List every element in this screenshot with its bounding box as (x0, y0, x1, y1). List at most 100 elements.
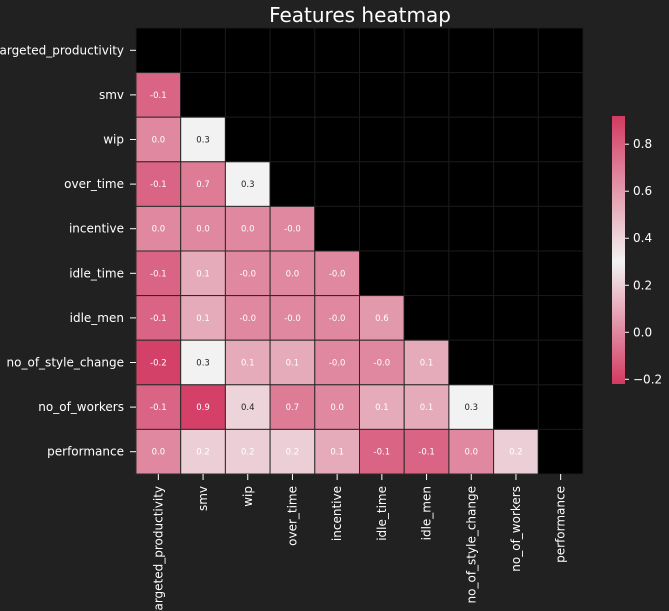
cell-value-label: 0.0 (286, 269, 300, 279)
cell-value-label: 0.0 (241, 225, 255, 235)
cell-value-label: 0.3 (196, 136, 210, 146)
cell-value-label: 0.3 (241, 180, 255, 190)
heatmap-cell (314, 295, 360, 341)
masked-cell (224, 116, 271, 163)
masked-cell (359, 161, 405, 207)
colorbar-tick-label: −0.2 (633, 372, 662, 386)
masked-cell (537, 205, 584, 252)
heatmap-cell (224, 161, 271, 207)
heatmap-cell (180, 250, 226, 297)
masked-cell (493, 161, 539, 207)
heatmap-cell (224, 384, 271, 430)
cell-value-label: 0.2 (286, 448, 300, 458)
cell-value-label: 0.0 (152, 225, 166, 235)
masked-cell (359, 205, 405, 252)
masked-cell (180, 72, 226, 118)
heatmap-cell (135, 428, 182, 475)
cell-value-label: -0.1 (418, 448, 435, 458)
colorbar-tick-label: 0.2 (633, 278, 652, 292)
cell-value-label: -0.1 (150, 180, 167, 190)
heatmap-cell (135, 72, 182, 118)
heatmap-cell (269, 205, 316, 252)
y-tick-label: smv (99, 88, 124, 102)
masked-cell (493, 27, 539, 74)
x-tick-label: incentive (330, 486, 344, 541)
heatmap-cell (359, 339, 405, 386)
masked-cell (537, 27, 584, 74)
y-tick-label: targeted_productivity (0, 43, 124, 57)
heatmap-cell (224, 428, 271, 475)
masked-cell (314, 116, 360, 163)
cell-value-label: -0.0 (374, 359, 391, 369)
cell-value-label: -0.2 (150, 359, 167, 369)
heatmap-cell (269, 428, 316, 475)
x-tick-label: no_of_workers (509, 486, 523, 572)
y-tick-label: idle_men (70, 311, 124, 325)
y-tick-label: idle_time (69, 266, 124, 280)
masked-cell (493, 384, 539, 430)
y-tick-label: incentive (69, 222, 124, 236)
heatmap-cell (180, 295, 226, 341)
cell-value-label: 0.6 (375, 314, 389, 324)
masked-cell (359, 250, 405, 297)
cell-value-label: 0.2 (241, 448, 255, 458)
masked-cell (448, 205, 495, 252)
cell-value-label: -0.0 (329, 314, 346, 324)
cell-value-label: -0.0 (284, 314, 301, 324)
cell-value-label: 0.7 (196, 180, 210, 190)
heatmap-cell (448, 384, 495, 430)
cell-value-label: 0.2 (196, 448, 210, 458)
masked-cell (448, 27, 495, 74)
cell-value-label: -0.0 (284, 225, 301, 235)
cell-value-label: -0.0 (239, 269, 256, 279)
cell-value-label: 0.1 (196, 269, 210, 279)
cell-value-label: 0.1 (330, 448, 344, 458)
cell-value-label: 0.1 (196, 314, 210, 324)
x-tick-label: idle_men (420, 486, 434, 540)
y-tick-label: no_of_workers (38, 400, 124, 414)
colorbar-gradient (612, 116, 625, 384)
y-tick-label: over_time (64, 177, 124, 191)
x-tick-label: no_of_style_change (464, 486, 478, 603)
cell-value-label: 0.3 (464, 403, 478, 413)
masked-cell (403, 295, 450, 341)
masked-cell (537, 116, 584, 163)
cell-value-label: -0.0 (329, 269, 346, 279)
colorbar-tick-label: 0.6 (633, 184, 652, 198)
masked-cell (537, 295, 584, 341)
heatmap-cell (269, 250, 316, 297)
cell-value-label: 0.1 (420, 403, 434, 413)
heatmap-cells: -0.1 0.0 0.3 -0.1 0.7 0.3 0.0 0.0 0.0 -0.0 -0.1 0.1… (135, 27, 584, 475)
cell-value-label: 0.0 (152, 448, 166, 458)
masked-cell (403, 116, 450, 163)
masked-cell (359, 27, 405, 74)
masked-cell (269, 72, 316, 118)
heatmap-cell (493, 428, 539, 475)
masked-cell (493, 72, 539, 118)
masked-cell (448, 72, 495, 118)
masked-cell (359, 116, 405, 163)
cell-value-label: 0.1 (375, 403, 389, 413)
masked-cell (537, 428, 584, 475)
masked-cell (269, 116, 316, 163)
cell-value-label: 0.3 (196, 359, 210, 369)
cell-value-label: 0.4 (241, 403, 255, 413)
cell-value-label: -0.1 (150, 314, 167, 324)
heatmap-cell (403, 339, 450, 386)
x-tick-label: smv (196, 486, 210, 511)
x-tick-label: targeted_productivity (151, 486, 165, 611)
y-tick-label: no_of_style_change (7, 356, 124, 370)
y-tick-label: performance (47, 445, 124, 459)
cell-value-label: -0.1 (150, 91, 167, 101)
heatmap-cell (269, 295, 316, 341)
masked-cell (314, 205, 360, 252)
masked-cell (448, 161, 495, 207)
cell-value-label: 0.9 (196, 403, 210, 413)
heatmap-cell (180, 205, 226, 252)
masked-cell (135, 27, 182, 74)
colorbar: −0.2 0.0 0.2 0.4 0.6 0.8 (612, 116, 662, 386)
cell-value-label: 0.1 (420, 359, 434, 369)
heatmap-cell (403, 428, 450, 475)
masked-cell (269, 27, 316, 74)
